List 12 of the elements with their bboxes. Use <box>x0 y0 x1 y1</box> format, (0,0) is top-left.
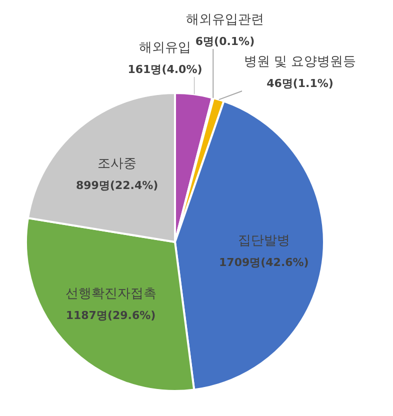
data-label: 1187명(29.6%) <box>66 309 156 322</box>
data-label: 6명(0.1%) <box>195 34 255 48</box>
slice-label: 집단발병 <box>238 234 290 249</box>
slice-label: 병원 및 요양병원등 <box>244 54 356 70</box>
slice-label: 해외유입관련 <box>186 12 264 28</box>
slice-label: 선행확진자접촉 <box>65 286 156 302</box>
data-label: 899명(22.4%) <box>76 178 158 192</box>
data-label: 1709명(42.6%) <box>219 256 309 270</box>
data-label: 46명(1.1%) <box>266 76 334 90</box>
data-label: 161명(4.0%) <box>128 62 202 76</box>
slice-label: 조사중 <box>98 156 137 172</box>
slice-label: 해외유입 <box>139 40 191 56</box>
